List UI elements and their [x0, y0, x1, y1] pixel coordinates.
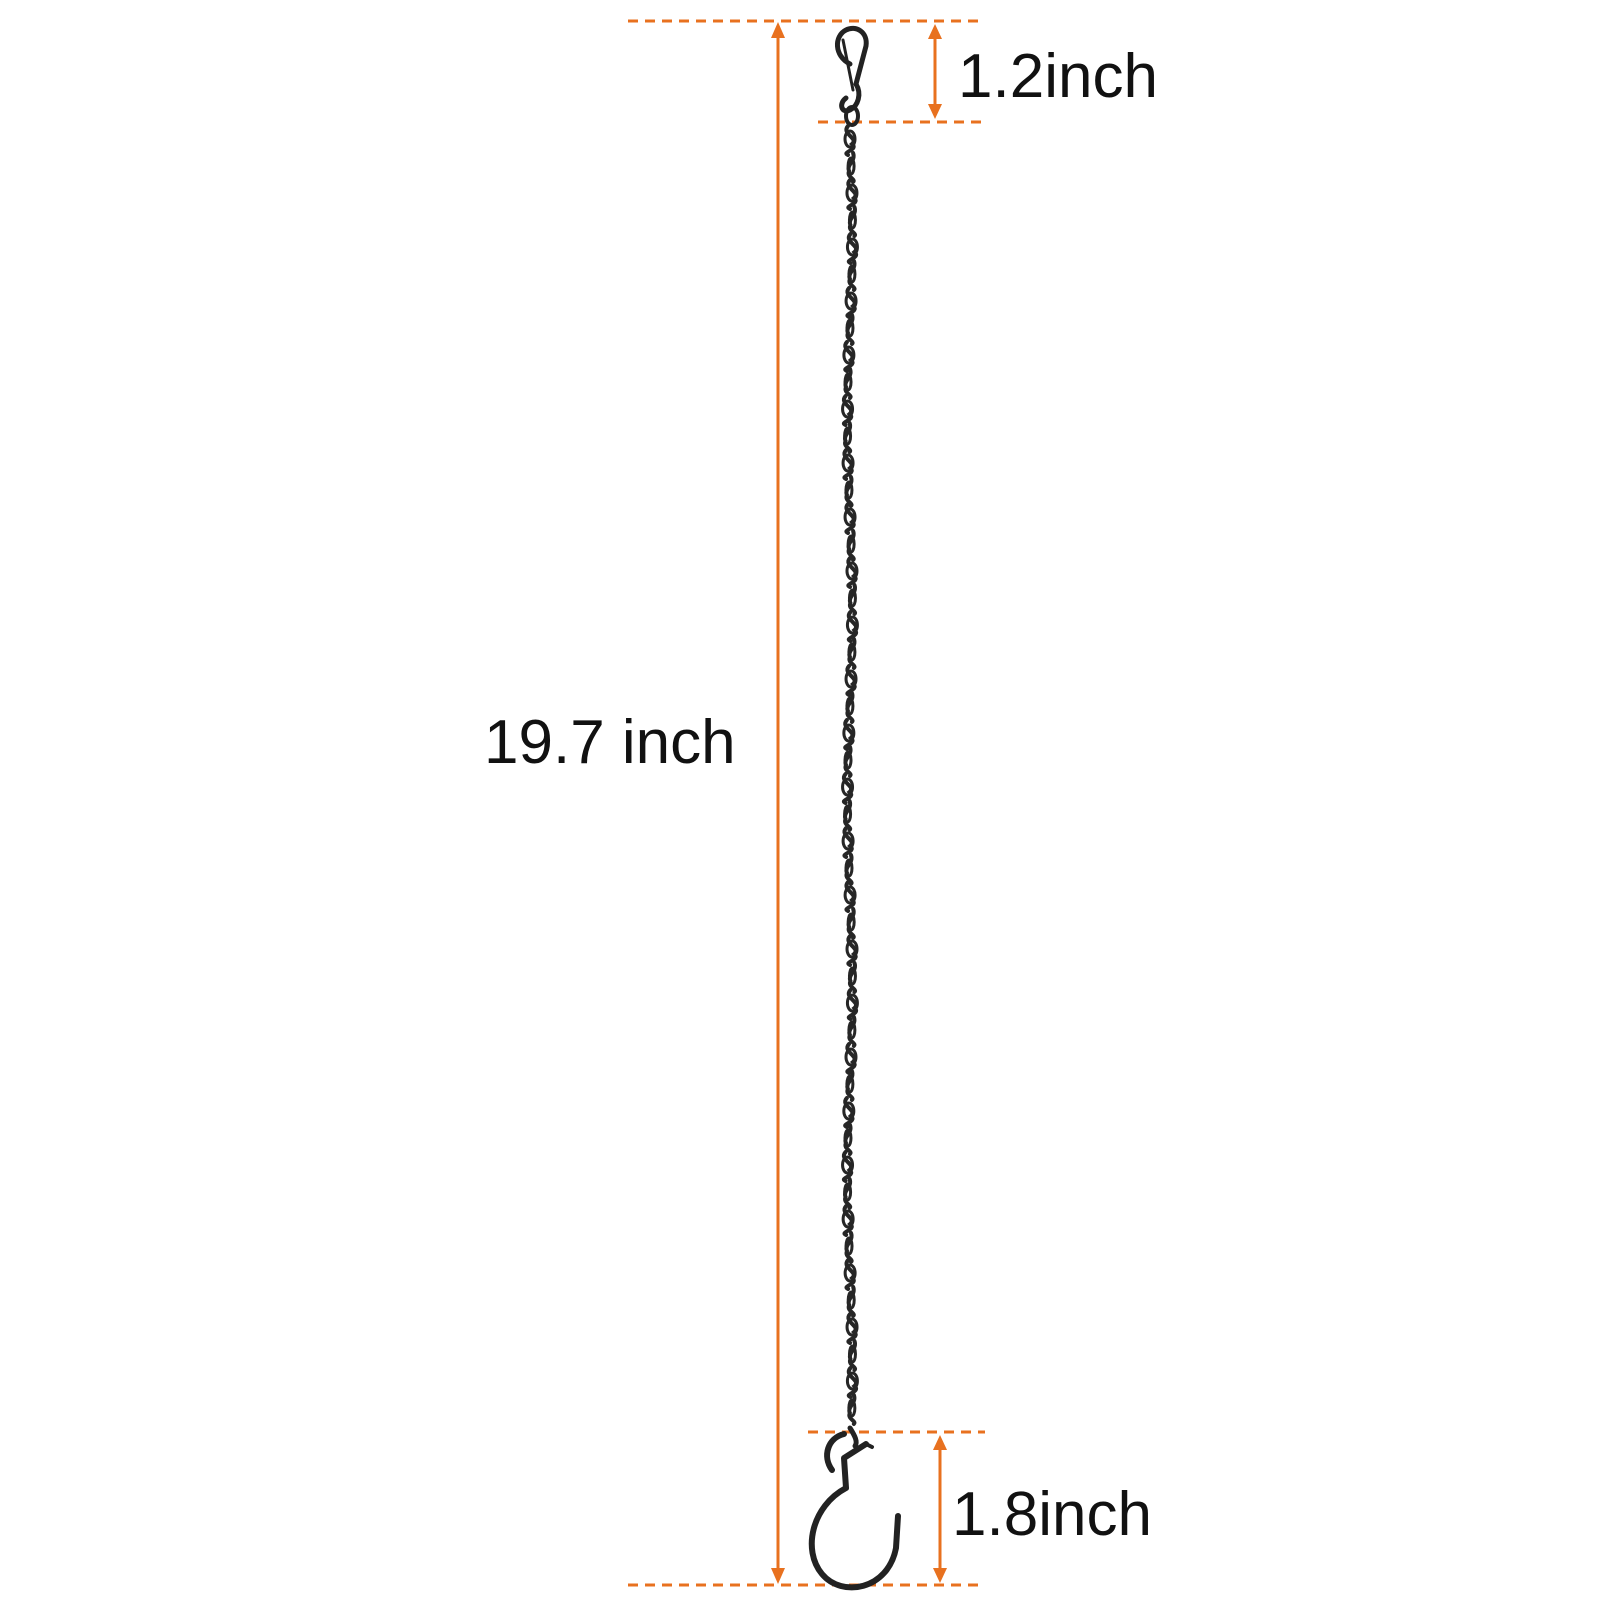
chain-link-loop	[845, 993, 859, 1013]
chain-link-loop	[843, 750, 853, 770]
chain-link-loop	[847, 210, 857, 230]
bottom-hook-length-label: 1.8inch	[952, 1480, 1152, 1549]
chain-link-loop	[845, 561, 859, 581]
chain-link-loop	[846, 156, 856, 176]
chain-link-loop	[847, 588, 857, 608]
chain-link-loop	[844, 669, 858, 689]
chain-link-loop	[844, 291, 858, 311]
chain-link-loop	[847, 264, 857, 284]
chain-link-loop	[841, 1209, 855, 1229]
snap-hook-icon	[835, 25, 869, 127]
chain-link-loop	[843, 804, 853, 824]
chain-link-loop	[846, 1290, 856, 1310]
chain-link-loop	[845, 1317, 859, 1337]
chain-link-loop	[844, 480, 854, 500]
chain-link-loop	[845, 318, 855, 338]
chain-link-loop	[841, 777, 855, 797]
chain-link-loop	[843, 129, 857, 149]
chain-link-loop	[843, 1128, 853, 1148]
chain-link-loop	[844, 1236, 854, 1256]
chain-link-loop	[845, 1371, 859, 1391]
chain-link-loop	[843, 507, 857, 527]
chain-link-loop	[843, 885, 857, 905]
chain-icon	[841, 124, 859, 1426]
chain-link-loop	[845, 237, 859, 257]
total-length-label: 19.7 inch	[484, 708, 736, 777]
chain-link-loop	[842, 723, 856, 743]
bottom-hook-arrow	[933, 1435, 947, 1583]
chain-link-loop	[846, 912, 856, 932]
chain-link-loop	[841, 399, 855, 419]
chain-link-loop	[843, 426, 853, 446]
chain-link-loop	[847, 1398, 857, 1418]
chain-link-loop	[847, 966, 857, 986]
chain-link-loop	[844, 1047, 858, 1067]
chain-link-loop	[845, 1074, 855, 1094]
chain-link-loop	[847, 642, 857, 662]
chain-link-loop	[841, 453, 855, 473]
chain-link-loop	[843, 1263, 857, 1283]
chain-link-loop	[843, 1182, 853, 1202]
top-clip-arrow	[928, 24, 942, 119]
top-clip-length-label: 1.2inch	[958, 42, 1158, 111]
chain-link-loop	[847, 1020, 857, 1040]
chain-link-loop	[845, 939, 859, 959]
chain-link-loop	[842, 345, 856, 365]
chain-link-loop	[845, 183, 859, 203]
chain-link-loop	[841, 1155, 855, 1175]
chain-link-loop	[846, 534, 856, 554]
chain-link-loop	[845, 696, 855, 716]
chain-link-loop	[841, 831, 855, 851]
chain-link-loop	[845, 615, 859, 635]
s-hook-icon	[808, 1425, 901, 1591]
chain-link-loop	[847, 1344, 857, 1364]
chain-link-loop	[842, 1101, 856, 1121]
total-length-arrow	[771, 22, 785, 1584]
chain-link-loop	[843, 372, 853, 392]
chain-link-loop	[844, 858, 854, 878]
